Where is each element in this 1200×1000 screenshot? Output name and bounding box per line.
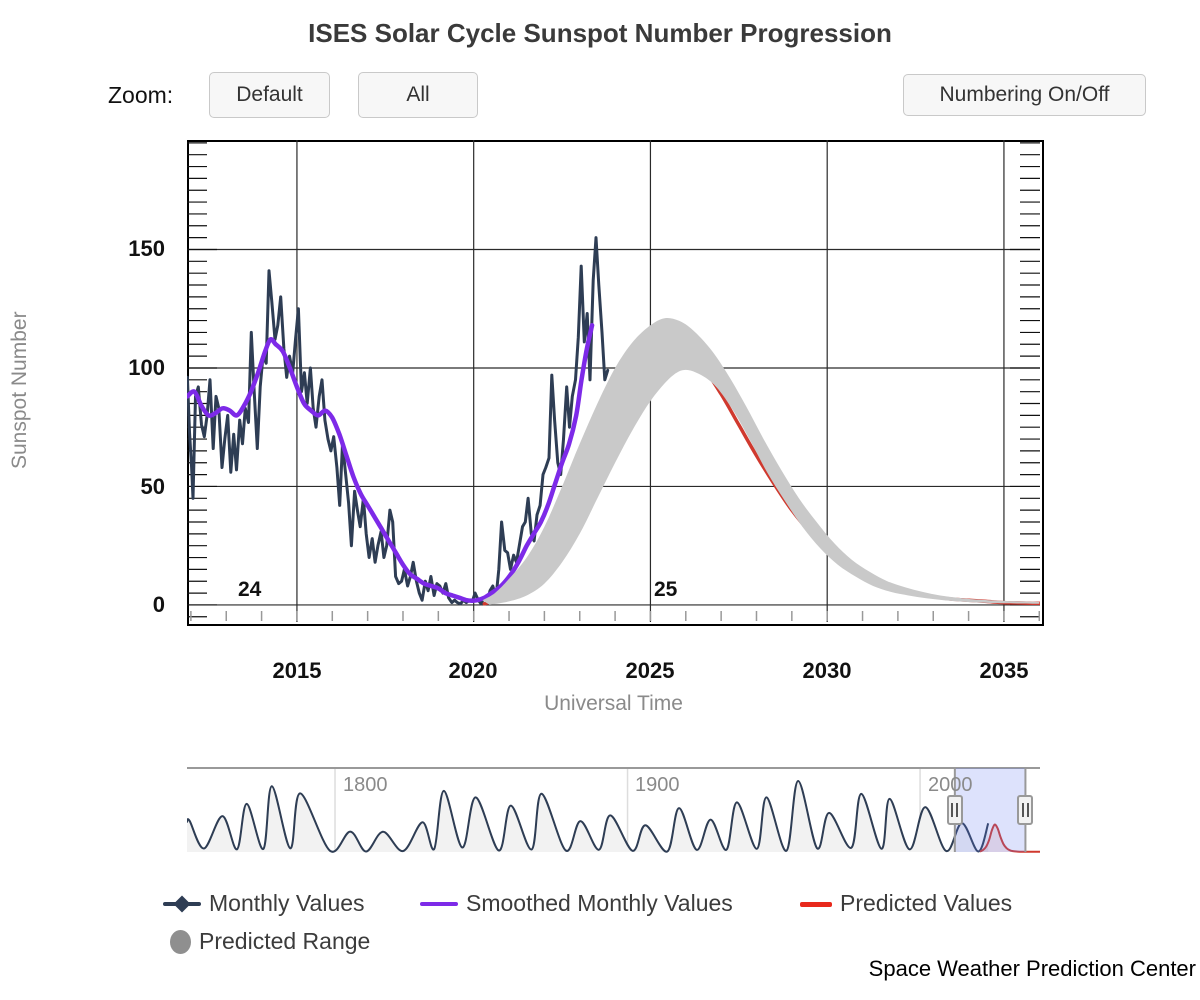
legend-item-predicted-range[interactable]: Predicted Range [170,928,370,955]
legend-label: Predicted Range [199,928,371,954]
legend-row-2: Predicted Range [0,928,1200,958]
navigator-selection[interactable] [954,768,1026,852]
nav-tick-2000: 2000 [928,774,973,796]
x-tick-2020: 2020 [448,658,498,683]
predicted-line-icon [800,892,832,916]
y-tick-150: 150 [128,236,165,261]
cycle-24-label: 24 [238,578,262,601]
navigator[interactable] [187,765,1040,857]
x-axis-title: Universal Time [544,692,683,715]
zoom-controls-label: Zoom: [108,82,174,108]
series-predicted-range [482,317,1040,605]
legend-item-monthly-values[interactable]: Monthly Values [163,890,365,917]
nav-historical-line [187,779,990,853]
y-tick-100: 100 [128,355,165,380]
numbering-toggle-button[interactable]: Numbering On/Off [903,74,1146,116]
series-smoothed-monthly-values [187,323,595,603]
nav-predicted-fill [980,824,1040,852]
nav-tick-1900: 1900 [635,774,680,796]
navigator-left-handle[interactable] [946,795,963,825]
predicted-range-circle-icon [170,929,191,954]
y-tick-50: 50 [140,474,165,499]
x-tick-2035: 2035 [979,658,1029,683]
series-monthly-values [187,236,610,606]
x-tick-2030: 2030 [802,658,852,683]
y-tick-0: 0 [152,592,165,617]
credit-text: Space Weather Prediction Center [868,956,1196,981]
x-tick-2025: 2025 [625,658,675,683]
legend-label: Predicted Values [840,890,1013,916]
legend-label: Monthly Values [209,890,365,916]
zoom-all-button[interactable]: All [358,72,478,118]
nav-historical-fill [187,780,989,852]
legend-item-predicted-values[interactable]: Predicted Values [800,890,1012,917]
x-tick-2015: 2015 [272,658,322,683]
y-axis-title: Sunspot Number [8,311,31,469]
cycle-25-label: 25 [654,578,678,601]
main-plot[interactable] [187,140,1040,622]
nav-tick-1800: 1800 [343,774,388,796]
legend-label: Smoothed Monthly Values [466,890,733,916]
nav-predicted-line [979,823,1040,853]
page-title: ISES Solar Cycle Sunspot Number Progress… [308,18,892,48]
zoom-default-button[interactable]: Default [209,72,330,118]
navigator-right-handle[interactable] [1017,795,1034,825]
monthly-values-line-diamond-icon [163,892,201,916]
legend-row-1: Monthly Values Smoothed Monthly Values P… [0,890,1200,920]
legend-item-smoothed-monthly-values[interactable]: Smoothed Monthly Values [420,890,733,917]
smoothed-line-icon [420,892,458,916]
